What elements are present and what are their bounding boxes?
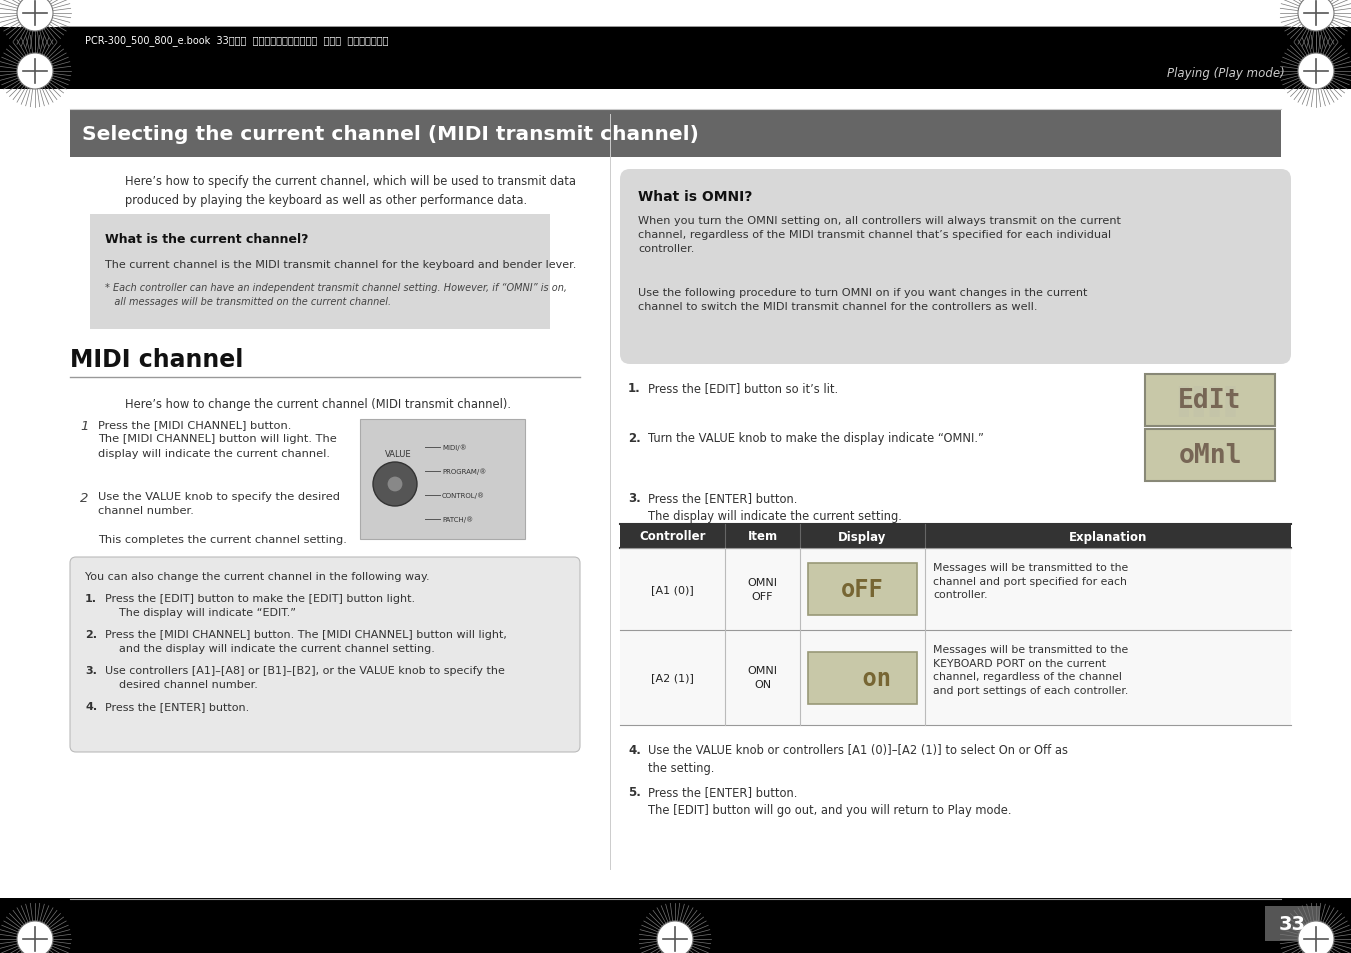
Text: PCR-300_500_800_e.book  33ページ  ２００６年１２月１９日  火曜日  午後２時５９分: PCR-300_500_800_e.book 33ページ ２００６年１２月１９日… bbox=[85, 35, 389, 47]
Text: 4.: 4. bbox=[628, 743, 640, 757]
Text: What is the current channel?: What is the current channel? bbox=[105, 233, 308, 246]
Text: [A1 (0)]: [A1 (0)] bbox=[651, 584, 694, 595]
Bar bbox=[808, 652, 917, 704]
Text: PROGRAM/®: PROGRAM/® bbox=[442, 468, 486, 475]
Text: The current channel is the MIDI transmit channel for the keyboard and bender lev: The current channel is the MIDI transmit… bbox=[105, 260, 577, 270]
Text: Press the [ENTER] button.: Press the [ENTER] button. bbox=[105, 701, 249, 711]
Text: [A2 (1)]: [A2 (1)] bbox=[651, 673, 694, 682]
Text: Press the [ENTER] button.
The display will indicate the current setting.: Press the [ENTER] button. The display wi… bbox=[648, 492, 902, 522]
Text: on: on bbox=[834, 666, 892, 690]
Text: Press the [MIDI CHANNEL] button.
The [MIDI CHANNEL] button will light. The
displ: Press the [MIDI CHANNEL] button. The [MI… bbox=[99, 419, 336, 458]
Text: Controller: Controller bbox=[639, 530, 705, 543]
Text: MIDI/®: MIDI/® bbox=[442, 443, 466, 450]
Bar bbox=[0, 898, 1351, 953]
Bar bbox=[0, 55, 1351, 90]
Text: oMnl: oMnl bbox=[1178, 442, 1242, 469]
Text: Turn the VALUE knob to make the display indicate “OMNI.”: Turn the VALUE knob to make the display … bbox=[648, 432, 984, 444]
Bar bbox=[1146, 430, 1275, 481]
Text: Press the [MIDI CHANNEL] button. The [MIDI CHANNEL] button will light,
    and t: Press the [MIDI CHANNEL] button. The [MI… bbox=[105, 629, 507, 653]
Text: OMNI
ON: OMNI ON bbox=[747, 666, 777, 690]
Circle shape bbox=[1298, 54, 1333, 90]
Text: PATCH/®: PATCH/® bbox=[442, 516, 473, 522]
Text: 4.: 4. bbox=[85, 701, 97, 711]
FancyBboxPatch shape bbox=[70, 558, 580, 752]
Bar bbox=[359, 419, 526, 539]
Circle shape bbox=[18, 921, 53, 953]
Text: 3.: 3. bbox=[85, 665, 97, 676]
Bar bbox=[0, 0, 1351, 28]
Text: Use the VALUE knob or controllers [A1 (0)]–[A2 (1)] to select On or Off as
the s: Use the VALUE knob or controllers [A1 (0… bbox=[648, 743, 1069, 774]
Circle shape bbox=[373, 462, 417, 506]
Text: Playing (Play mode): Playing (Play mode) bbox=[1167, 68, 1285, 80]
Text: Press the [ENTER] button.
The [EDIT] button will go out, and you will return to : Press the [ENTER] button. The [EDIT] but… bbox=[648, 785, 1012, 816]
Text: Messages will be transmitted to the
channel and port specified for each
controll: Messages will be transmitted to the chan… bbox=[934, 562, 1128, 599]
Bar bbox=[620, 548, 1292, 630]
Text: 2.: 2. bbox=[628, 432, 640, 444]
Text: Use the following procedure to turn OMNI on if you want changes in the current
c: Use the following procedure to turn OMNI… bbox=[638, 288, 1088, 312]
Text: Selecting the current channel (MIDI transmit channel): Selecting the current channel (MIDI tran… bbox=[82, 125, 698, 143]
Text: 5.: 5. bbox=[628, 785, 640, 799]
Text: What is OMNI?: What is OMNI? bbox=[638, 190, 753, 204]
Text: 3.: 3. bbox=[628, 492, 640, 504]
Circle shape bbox=[386, 476, 403, 493]
Circle shape bbox=[1298, 0, 1333, 32]
Text: CONTROL/®: CONTROL/® bbox=[442, 492, 485, 498]
Text: Here’s how to specify the current channel, which will be used to transmit data
p: Here’s how to specify the current channe… bbox=[126, 174, 576, 207]
Text: Here’s how to change the current channel (MIDI transmit channel).: Here’s how to change the current channel… bbox=[126, 397, 511, 411]
Text: 2: 2 bbox=[80, 492, 88, 504]
Text: 2.: 2. bbox=[85, 629, 97, 639]
Text: 1.: 1. bbox=[85, 594, 97, 603]
Text: Use the VALUE knob to specify the desired
channel number.

This completes the cu: Use the VALUE knob to specify the desire… bbox=[99, 492, 347, 544]
Text: Press the [EDIT] button to make the [EDIT] button light.
    The display will in: Press the [EDIT] button to make the [EDI… bbox=[105, 594, 415, 617]
Bar bbox=[1265, 906, 1320, 941]
FancyBboxPatch shape bbox=[620, 170, 1292, 365]
Bar bbox=[620, 630, 1292, 725]
Text: ▋▋▋▋: ▋▋▋▋ bbox=[1178, 385, 1242, 416]
Bar bbox=[59, 27, 1292, 28]
Text: 33: 33 bbox=[1278, 915, 1305, 934]
Bar bbox=[70, 110, 1281, 158]
Text: OMNI
OFF: OMNI OFF bbox=[747, 578, 777, 601]
Bar bbox=[808, 563, 917, 616]
Text: oFF: oFF bbox=[842, 578, 884, 601]
Circle shape bbox=[18, 54, 53, 90]
Circle shape bbox=[18, 0, 53, 32]
Text: Press the [EDIT] button so it’s lit.: Press the [EDIT] button so it’s lit. bbox=[648, 381, 838, 395]
Circle shape bbox=[1298, 921, 1333, 953]
Text: You can also change the current channel in the following way.: You can also change the current channel … bbox=[85, 572, 430, 581]
Circle shape bbox=[657, 921, 693, 953]
Text: Display: Display bbox=[839, 530, 886, 543]
Bar bbox=[1146, 375, 1275, 427]
Bar bbox=[0, 28, 1351, 55]
Text: Messages will be transmitted to the
KEYBOARD PORT on the current
channel, regard: Messages will be transmitted to the KEYB… bbox=[934, 644, 1128, 695]
Text: * Each controller can have an independent transmit channel setting. However, if : * Each controller can have an independen… bbox=[105, 283, 567, 307]
Text: Use controllers [A1]–[A8] or [B1]–[B2], or the VALUE knob to specify the
    des: Use controllers [A1]–[A8] or [B1]–[B2], … bbox=[105, 665, 505, 689]
Text: 1: 1 bbox=[80, 419, 88, 433]
Text: Item: Item bbox=[747, 530, 778, 543]
Text: MIDI channel: MIDI channel bbox=[70, 348, 243, 372]
Text: VALUE: VALUE bbox=[385, 450, 412, 458]
Text: When you turn the OMNI setting on, all controllers will always transmit on the c: When you turn the OMNI setting on, all c… bbox=[638, 215, 1121, 253]
Bar bbox=[620, 524, 1292, 548]
Text: 1.: 1. bbox=[628, 381, 640, 395]
Text: Explanation: Explanation bbox=[1069, 530, 1147, 543]
Text: EdIt: EdIt bbox=[1178, 388, 1242, 414]
Bar bbox=[91, 214, 550, 330]
